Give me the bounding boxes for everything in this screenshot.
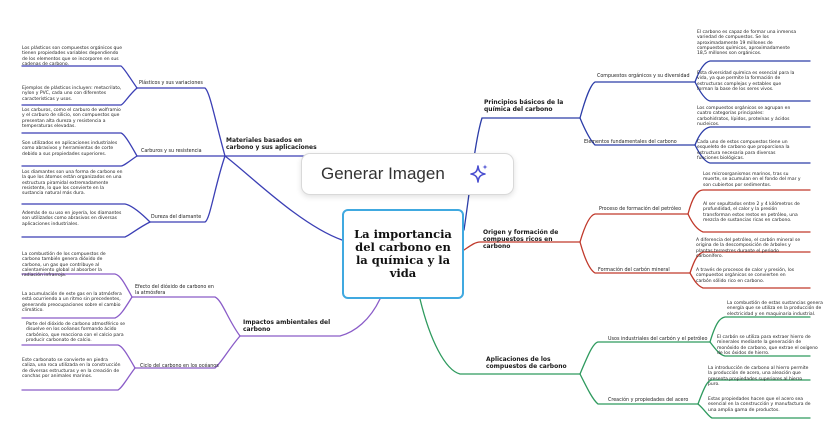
detail-ciclo-1[interactable]: Parte del dióxido de carbono atmosférico… (26, 322, 126, 343)
edge-impactos-efecto (131, 296, 241, 337)
subtopic-compuestos[interactable]: Compuestos orgánicos y su diversidad (597, 74, 690, 79)
topic-materiales[interactable]: Materiales basados en carbono y sus apli… (226, 137, 317, 151)
subtopic-ciclo[interactable]: Ciclo del carbono en los océanos (140, 364, 219, 369)
detail-carburos-1[interactable]: Los carburos, como el carburo de wolfram… (22, 108, 121, 129)
detail-ciclo-2[interactable]: Este carbonato se convierte en piedra ca… (22, 358, 121, 379)
edge-central-impactos (239, 298, 381, 337)
detail-usos-1[interactable]: La combustión de estas sustancias genera… (727, 301, 823, 317)
detail-diamante-1[interactable]: Los diamantes son una forma de carbono e… (22, 170, 123, 197)
subtopic-diamante[interactable]: Dureza del diamante (151, 215, 202, 220)
detail-elementos-2[interactable]: Cada uno de estos compuestos tiene un es… (697, 140, 790, 161)
topic-aplicaciones[interactable]: Aplicaciones de los compuestos de carbon… (486, 356, 567, 370)
edge-aplicaciones-usos (579, 341, 711, 375)
edge-impactos-ciclo (134, 335, 241, 369)
detail-carbon-2[interactable]: A través de procesos de calor y presión,… (696, 268, 795, 284)
subtopic-acero[interactable]: Creación y propiedades del acero (608, 398, 689, 403)
edge-origen-carbon (579, 241, 691, 274)
generate-image-label: Generar Imagen (321, 164, 445, 183)
edge-central-origen (463, 241, 581, 251)
detail-compuestos-2[interactable]: Esta diversidad química es esencial para… (697, 71, 795, 92)
detail-petroleo-1[interactable]: Los microorganismos marinos, tras su mue… (703, 172, 801, 188)
topic-origen[interactable]: Origen y formación de compuestos ricos e… (483, 229, 559, 250)
subtopic-usos[interactable]: Usos industriales del carbón y el petról… (608, 337, 708, 342)
detail-plasticos-1[interactable]: Los plásticos son compuestos orgánicos q… (22, 46, 123, 67)
detail-acero-1[interactable]: La introducción de carbono al hierro per… (708, 366, 809, 387)
sparkle-icon (470, 164, 488, 183)
edge-principios-elementos (579, 117, 696, 146)
edge-aplicaciones-acero (579, 373, 699, 405)
generate-image-button[interactable]: Generar Imagen (301, 153, 514, 195)
edge-materiales-diamante (149, 155, 226, 223)
detail-diamante-2[interactable]: Además de su uso en joyería, los diamant… (22, 211, 122, 227)
subtopic-elementos[interactable]: Elementos fundamentales del carbono (584, 140, 677, 145)
detail-compuestos-1[interactable]: El carbono es capaz de formar una inmens… (697, 30, 797, 57)
edge-principios-compuestos (579, 81, 696, 119)
central-topic[interactable]: La importancia del carbono en la química… (342, 209, 464, 299)
edge-materiales-plasticos (136, 87, 226, 157)
edge-origen-petroleo (579, 213, 689, 243)
detail-plasticos-2[interactable]: Ejemplos de plásticos incluyen: metacril… (22, 86, 122, 102)
edge-central-aplicaciones (419, 298, 581, 375)
subtopic-carbon[interactable]: Formación del carbón mineral (598, 268, 670, 273)
detail-petroleo-2[interactable]: Al ser sepultados entre 2 y 4 kilómetros… (703, 202, 800, 223)
subtopic-efecto[interactable]: Efecto del dióxido de carbono en la atmó… (135, 285, 214, 296)
topic-impactos[interactable]: Impactos ambientales del carbono (243, 319, 331, 333)
detail-efecto-1[interactable]: La combustión de los compuestos de carbo… (22, 252, 106, 279)
topic-principios[interactable]: Principios básicos de la química del car… (484, 99, 564, 113)
detail-usos-2[interactable]: El carbón se utiliza para extraer hierro… (717, 335, 818, 356)
subtopic-plasticos[interactable]: Plásticos y sus variaciones (139, 81, 203, 86)
detail-carbon-1[interactable]: A diferencia del petróleo, el carbón min… (696, 238, 801, 259)
edge-central-materiales (223, 155, 343, 241)
detail-elementos-1[interactable]: Los compuestos orgánicos se agrupan en c… (697, 106, 791, 127)
subtopic-petroleo[interactable]: Proceso de formación del petróleo (599, 207, 682, 212)
detail-efecto-2[interactable]: La acumulación de este gas en la atmósfe… (22, 292, 122, 313)
detail-carburos-2[interactable]: Son utilizados en aplicaciones industria… (22, 141, 118, 157)
detail-acero-2[interactable]: Estas propiedades hacen que el acero sea… (708, 397, 811, 413)
subtopic-carburos[interactable]: Carburos y su resistencia (141, 149, 202, 154)
